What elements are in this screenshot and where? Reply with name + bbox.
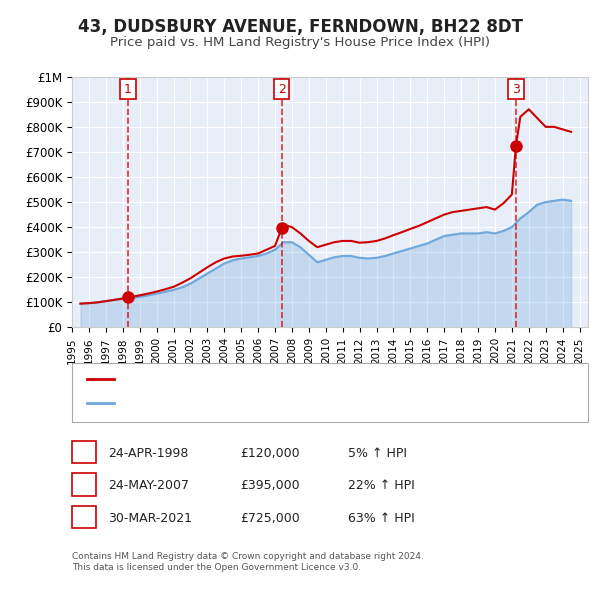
Text: 2: 2 (278, 83, 286, 96)
Text: 5% ↑ HPI: 5% ↑ HPI (348, 447, 407, 460)
Text: £395,000: £395,000 (240, 479, 299, 492)
43, DUDSBURY AVENUE, FERNDOWN, BH22 8DT (detached house) (508, 191, 515, 198)
Text: 1: 1 (124, 83, 132, 96)
43, DUDSBURY AVENUE, FERNDOWN, BH22 8DT (detached house) (77, 300, 84, 307)
Line: HPI: Average price, detached house, Dorset: HPI: Average price, detached house, Dors… (80, 199, 571, 304)
HPI: Average price, detached house, Dorset: (2.01e+03, 2.8e+05): Average price, detached house, Dorset: (… (331, 254, 338, 261)
43, DUDSBURY AVENUE, FERNDOWN, BH22 8DT (detached house) (314, 244, 321, 251)
Text: 43, DUDSBURY AVENUE, FERNDOWN, BH22 8DT: 43, DUDSBURY AVENUE, FERNDOWN, BH22 8DT (77, 18, 523, 35)
HPI: Average price, detached house, Dorset: (2e+03, 9.5e+04): Average price, detached house, Dorset: (… (77, 300, 84, 307)
Text: Price paid vs. HM Land Registry's House Price Index (HPI): Price paid vs. HM Land Registry's House … (110, 36, 490, 49)
43, DUDSBURY AVENUE, FERNDOWN, BH22 8DT (detached house) (170, 283, 177, 290)
43, DUDSBURY AVENUE, FERNDOWN, BH22 8DT (detached house) (525, 106, 532, 113)
Text: 3: 3 (512, 83, 520, 96)
HPI: Average price, detached house, Dorset: (2.02e+03, 3.5e+05): Average price, detached house, Dorset: (… (432, 236, 439, 243)
Text: 24-MAY-2007: 24-MAY-2007 (108, 479, 189, 492)
Text: 63% ↑ HPI: 63% ↑ HPI (348, 512, 415, 525)
43, DUDSBURY AVENUE, FERNDOWN, BH22 8DT (detached house) (373, 237, 380, 244)
HPI: Average price, detached house, Dorset: (2e+03, 1e+05): Average price, detached house, Dorset: (… (94, 299, 101, 306)
HPI: Average price, detached house, Dorset: (2.02e+03, 5.1e+05): Average price, detached house, Dorset: (… (559, 196, 566, 203)
HPI: Average price, detached house, Dorset: (2.02e+03, 5.05e+05): Average price, detached house, Dorset: (… (568, 197, 575, 204)
HPI: Average price, detached house, Dorset: (2e+03, 1.18e+05): Average price, detached house, Dorset: (… (128, 294, 135, 301)
Text: HPI: Average price, detached house, Dorset: HPI: Average price, detached house, Dors… (120, 398, 347, 408)
Text: £120,000: £120,000 (240, 447, 299, 460)
Text: 30-MAR-2021: 30-MAR-2021 (108, 512, 192, 525)
Text: 43, DUDSBURY AVENUE, FERNDOWN, BH22 8DT (detached house): 43, DUDSBURY AVENUE, FERNDOWN, BH22 8DT … (120, 375, 464, 384)
43, DUDSBURY AVENUE, FERNDOWN, BH22 8DT (detached house) (119, 295, 127, 302)
Line: 43, DUDSBURY AVENUE, FERNDOWN, BH22 8DT (detached house): 43, DUDSBURY AVENUE, FERNDOWN, BH22 8DT … (80, 109, 571, 304)
HPI: Average price, detached house, Dorset: (2e+03, 2.15e+05): Average price, detached house, Dorset: (… (204, 270, 211, 277)
Text: Contains HM Land Registry data © Crown copyright and database right 2024.: Contains HM Land Registry data © Crown c… (72, 552, 424, 562)
Text: This data is licensed under the Open Government Licence v3.0.: This data is licensed under the Open Gov… (72, 563, 361, 572)
Text: 3: 3 (80, 512, 88, 525)
43, DUDSBURY AVENUE, FERNDOWN, BH22 8DT (detached house) (204, 264, 211, 271)
Text: 24-APR-1998: 24-APR-1998 (108, 447, 188, 460)
Text: £725,000: £725,000 (240, 512, 300, 525)
43, DUDSBURY AVENUE, FERNDOWN, BH22 8DT (detached house) (568, 129, 575, 136)
Text: 22% ↑ HPI: 22% ↑ HPI (348, 479, 415, 492)
Text: 2: 2 (80, 479, 88, 492)
Text: 1: 1 (80, 447, 88, 460)
HPI: Average price, detached house, Dorset: (2e+03, 1.35e+05): Average price, detached house, Dorset: (… (153, 290, 160, 297)
